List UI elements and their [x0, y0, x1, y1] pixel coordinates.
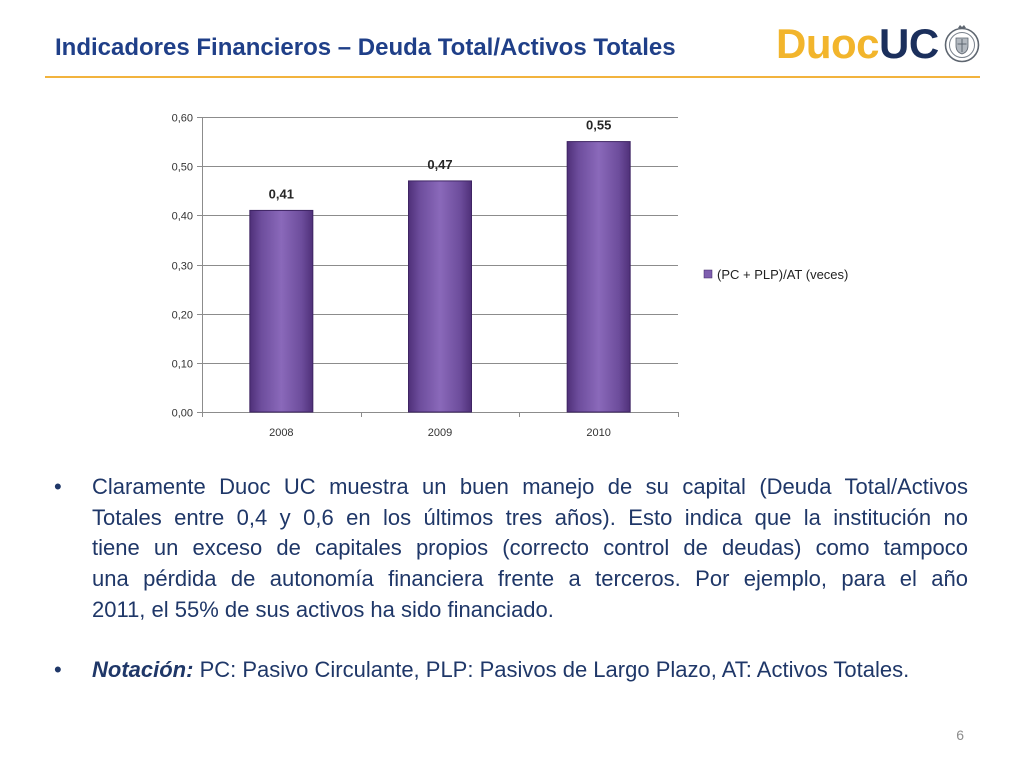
bullet-line: tiene un exceso de capitales propios (co… [92, 535, 968, 561]
duoc-uc-logo: DuocUC [776, 20, 980, 68]
bullet-line: 2011, el 55% de sus activos ha sido fina… [92, 596, 554, 622]
page-number: 6 [956, 727, 964, 743]
bar-2010 [566, 141, 631, 413]
y-tick-label: 0,00 [172, 408, 193, 420]
bullet-text: Notación: PC: Pasivo Circulante, PLP: Pa… [92, 655, 968, 686]
data-label-2009: 0,47 [427, 157, 452, 172]
x-tick-label-2010: 2010 [586, 427, 610, 439]
bullet-text: Claramente Duoc UC muestra un buen manej… [92, 472, 968, 626]
notation-label: Notación: [92, 657, 194, 682]
bullet-line: una pérdida de autonomía financiera fren… [92, 566, 968, 592]
notation-text: PC: Pasivo Circulante, PLP: Pasivos de L… [199, 657, 910, 682]
bar-2008 [249, 209, 314, 413]
logo-wordmark: DuocUC [776, 20, 939, 68]
title-divider [45, 76, 980, 78]
slide-title: Indicadores Financieros – Deuda Total/Ac… [55, 34, 676, 61]
data-label-2010: 0,55 [586, 118, 611, 133]
x-tick-label-2009: 2009 [428, 427, 452, 439]
legend-label: (PC + PLP)/AT (veces) [717, 267, 848, 282]
logo-word-duoc: Duoc [776, 20, 880, 67]
y-tick-label: 0,30 [172, 261, 193, 273]
bullet-line: Totales entre 0,4 y 0,6 en los últimos t… [92, 504, 968, 530]
bullet-symbol: • [54, 474, 62, 499]
debt-ratio-bar-chart: 0,00 0,10 0,20 0,30 0,40 0,50 0,60 0,41 2008 0,47… [172, 113, 849, 440]
y-tick-label: 0,60 [172, 113, 193, 125]
y-tick-label: 0,50 [172, 162, 193, 174]
y-tick-label: 0,20 [172, 310, 193, 322]
bullet-symbol: • [54, 657, 62, 682]
y-tick-label: 0,40 [172, 211, 193, 223]
bar-2009 [408, 180, 472, 413]
x-tick-label-2008: 2008 [269, 427, 293, 439]
university-seal-icon [944, 25, 980, 63]
legend-swatch [703, 269, 713, 279]
logo-word-uc: UC [879, 20, 939, 67]
y-tick-label: 0,10 [172, 359, 193, 371]
bullet-line: Claramente Duoc UC muestra un buen manej… [92, 474, 968, 499]
data-label-2008: 0,41 [269, 186, 294, 201]
